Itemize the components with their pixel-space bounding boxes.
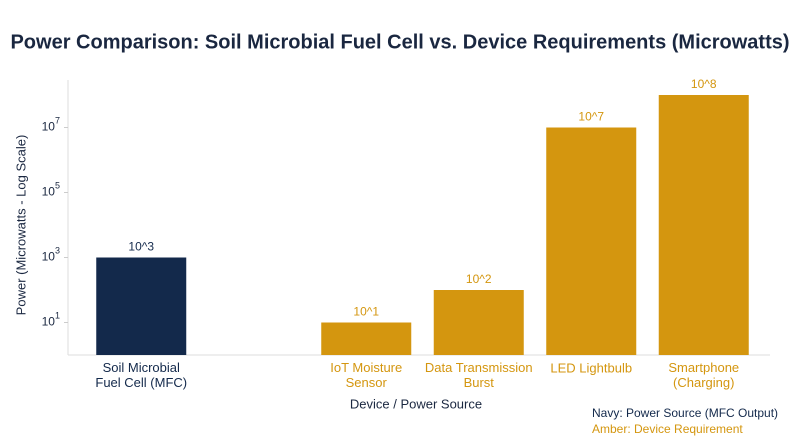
bar <box>321 322 412 355</box>
value-label: 10^2 <box>466 272 492 286</box>
x-tick-label: LED Lightbulb <box>550 360 632 375</box>
y-tick-label: 103 <box>42 246 60 264</box>
x-tick-label: Smartphone (Charging) <box>668 360 739 390</box>
value-label: 10^8 <box>691 77 717 91</box>
x-tick-label: Data Transmission Burst <box>425 360 533 390</box>
bar <box>658 95 749 355</box>
chart-title: Power Comparison: Soil Microbial Fuel Ce… <box>10 31 789 53</box>
y-axis-label: Power (Microwatts - Log Scale) <box>13 135 28 316</box>
x-tick-label: Soil Microbial Fuel Cell (MFC) <box>95 360 187 390</box>
legend-note: Navy: Power Source (MFC Output) <box>592 406 778 420</box>
bar <box>96 257 187 355</box>
bar <box>433 290 524 355</box>
y-tick-label: 101 <box>42 311 60 329</box>
y-tick-label: 107 <box>42 116 60 134</box>
y-tick-label: 105 <box>42 181 60 199</box>
x-axis-label: Device / Power Source <box>350 396 482 411</box>
bar <box>546 127 637 355</box>
value-label: 10^3 <box>128 240 154 254</box>
legend-note: Amber: Device Requirement <box>592 422 743 436</box>
value-label: 10^1 <box>353 305 379 319</box>
x-tick-label: IoT Moisture Sensor <box>330 360 402 390</box>
value-label: 10^7 <box>578 110 604 124</box>
